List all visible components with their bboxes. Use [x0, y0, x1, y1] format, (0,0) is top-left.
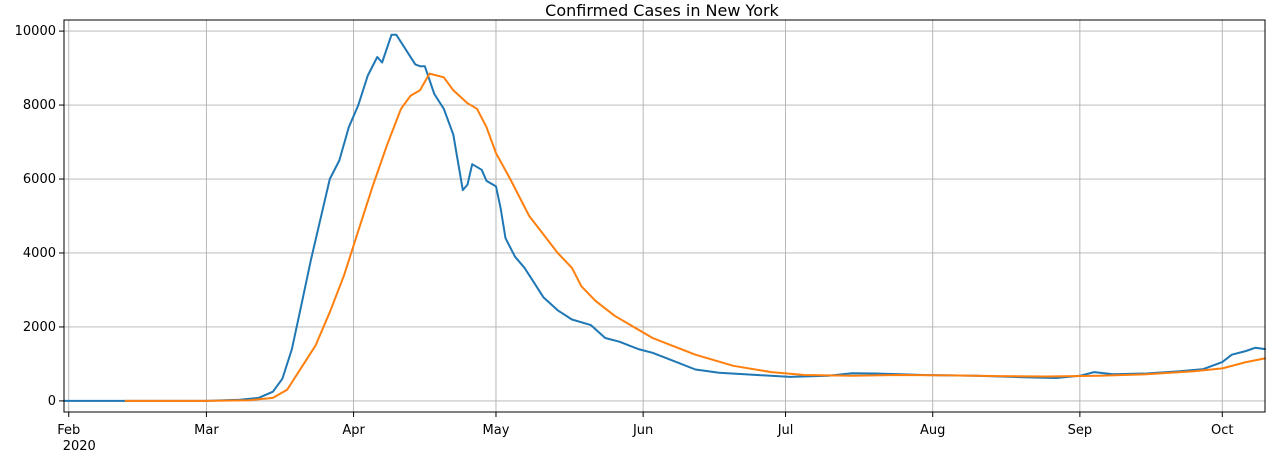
x-tick-label: Oct — [1211, 423, 1233, 438]
y-tick-label: 10000 — [15, 24, 56, 39]
x-tick-label: May — [483, 423, 510, 438]
x-tick-label: Mar — [194, 423, 219, 438]
y-tick-label: 8000 — [23, 98, 56, 113]
series-lines — [63, 33, 1266, 402]
x-tick-label: Apr — [342, 423, 365, 438]
y-tick-label: 2000 — [23, 320, 56, 335]
x-tick-label: Jun — [632, 423, 653, 438]
x-tick-label: Jul — [777, 423, 794, 438]
y-tick-label: 0 — [48, 394, 56, 409]
plot-frame — [63, 19, 1266, 413]
x-tick-label: Sep — [1068, 423, 1093, 438]
series-line-1 — [63, 33, 1266, 402]
y-tick-label: 6000 — [23, 172, 56, 187]
x-tick-sublabel: 2020 — [63, 439, 96, 454]
x-tick-label: Feb — [57, 423, 80, 438]
x-tick-label: Aug — [920, 423, 945, 438]
grid-lines — [64, 20, 1265, 412]
series-line-2 — [124, 72, 1266, 402]
chart-title: Confirmed Cases in New York — [545, 1, 779, 20]
y-tick-label: 4000 — [23, 246, 56, 261]
